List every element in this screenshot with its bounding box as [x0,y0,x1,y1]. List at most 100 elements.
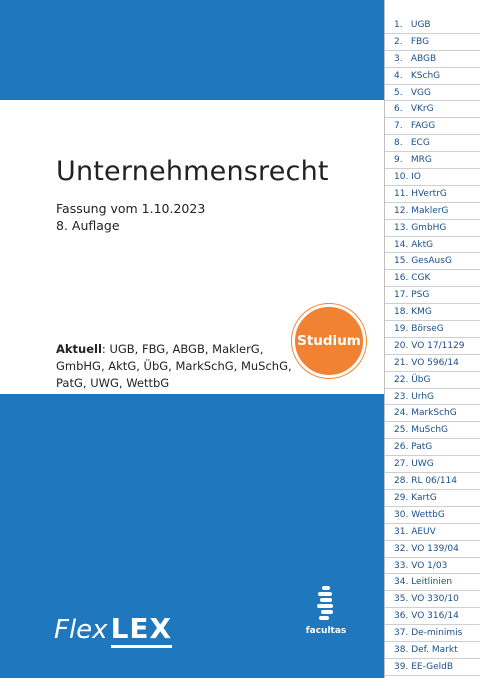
register-tab[interactable]: 28. RL 06/114 [385,473,480,490]
current-laws: Aktuell: UGB, FBG, ABGB, MaklerG, GmbHG,… [56,341,296,392]
tab-number: 4. [394,70,403,81]
tab-number: 27. [394,459,409,470]
tab-label: VO 330/10 [411,594,459,605]
tab-number: 18. [394,307,409,318]
tab-label: FBG [410,36,430,47]
tab-label: BörseG [411,324,444,335]
tab-number: 39. [394,661,409,672]
register-tab[interactable]: 21. VO 596/14 [385,355,480,372]
tab-label: ÜbG [411,374,431,385]
publisher-logo: facultas [296,586,356,636]
register-tab[interactable]: 33. VO 1/03 [385,558,480,575]
tab-label: KSchG [410,70,441,81]
tab-number: 32. [394,543,409,554]
tab-label: FAGG [410,121,436,132]
register-tab[interactable]: 5. VGG [385,85,480,102]
bottom-blue-band [0,394,384,678]
register-tab[interactable]: 14. AktG [385,237,480,254]
tab-number: 35. [394,594,409,605]
studium-badge: Studium [292,304,366,378]
tab-number: 6. [394,104,403,115]
register-tab[interactable]: 3. ABGB [385,51,480,68]
tab-number: 8. [394,138,403,149]
tab-number: 30. [394,509,409,520]
register-tab[interactable]: 34. Leitlinien [385,574,480,592]
tab-label: WettbG [411,509,445,520]
register-tab[interactable]: 29. KartG [385,490,480,507]
tab-number: 23. [394,391,409,402]
register-tab[interactable]: 36. VO 316/14 [385,608,480,626]
register-tabs: 1. UGB 2. FBG 3. ABGB 4. KSchG 5. VGG 6. VKrG… [384,0,480,678]
register-tab[interactable]: 23. UrhG [385,389,480,406]
register-tab[interactable]: 19. BörseG [385,321,480,338]
register-tab[interactable]: 11. HVertrG [385,186,480,203]
register-tab[interactable]: 16. CGK [385,270,480,288]
tab-number: 20. [394,340,409,351]
cover-front: Unternehmensrecht Fassung vom 1.10.2023 … [0,0,384,678]
register-tab[interactable]: 27. UWG [385,456,480,474]
register-tab[interactable]: 24. MarkSchG [385,405,480,423]
tab-label: MRG [410,155,432,166]
edition-info: Fassung vom 1.10.2023 8. Auflage [56,200,205,234]
register-tab[interactable]: 32. VO 139/04 [385,541,480,558]
tab-label: GesAusG [411,256,452,267]
tab-number: 10. [394,172,409,183]
register-tab[interactable]: 35. VO 330/10 [385,591,480,609]
tab-label: De-minimis [411,628,463,639]
tab-label: HVertrG [411,188,447,199]
tab-label: IO [411,172,421,183]
tab-label: VO 316/14 [411,611,459,622]
register-tab[interactable]: 12. MaklerG [385,203,480,220]
publisher-name: facultas [305,626,347,636]
register-tab[interactable]: 39. EE-GeldB [385,659,480,676]
tab-label: GmbHG [411,222,447,233]
tab-number: 29. [394,492,409,503]
register-tab[interactable]: 9. MRG [385,152,480,170]
tab-label: UGB [410,20,431,30]
register-tab[interactable]: 26. PatG [385,439,480,457]
logo-lex: LEX [110,612,173,648]
register-tab[interactable]: 20. VO 17/1129 [385,338,480,355]
register-tab[interactable]: 1. UGB [385,17,480,34]
tab-label: RL 06/114 [411,476,457,487]
register-tab[interactable]: 25. MuSchG [385,422,480,440]
register-tab[interactable]: 2. FBG [385,34,480,51]
register-tab[interactable]: 15. GesAusG [385,253,480,271]
tab-number: 12. [394,205,409,216]
tab-number: 26. [394,442,409,453]
book-title: Unternehmensrecht [56,156,329,187]
tab-label: AktG [411,239,434,250]
register-tab[interactable]: 7. FAGG [385,118,480,136]
tab-label: ECG [410,138,430,149]
tab-label: PatG [411,442,433,453]
tab-number: 36. [394,611,409,622]
tab-number: 28. [394,476,409,487]
register-tab[interactable]: 38. Def. Markt [385,642,480,659]
tab-number: 2. [394,36,403,47]
register-tab[interactable]: 10. IO [385,169,480,186]
register-tab[interactable]: 13. GmbHG [385,220,480,237]
version-date: Fassung vom 1.10.2023 [56,201,206,216]
tab-number: 37. [394,628,409,639]
tab-number: 21. [394,357,409,368]
tab-label: VO 139/04 [411,543,459,554]
register-tab[interactable]: 37. De-minimis [385,625,480,642]
register-tab[interactable]: 31. AEUV [385,524,480,541]
tab-label: KMG [411,307,432,318]
register-tab[interactable]: 30. WettbG [385,507,480,524]
register-tab[interactable]: 6. VKrG [385,101,480,119]
register-tab[interactable]: 17. PSG [385,287,480,305]
tab-number: 25. [394,425,409,436]
tab-label: MarkSchG [411,408,457,419]
tab-number: 16. [394,273,409,284]
register-tab[interactable]: 4. KSchG [385,68,480,85]
register-tab[interactable]: 22. ÜbG [385,372,480,389]
register-tab[interactable]: 18. KMG [385,304,480,322]
tab-number: 31. [394,526,409,537]
register-tab[interactable]: 8. ECG [385,135,480,153]
tab-number: 34. [394,577,409,588]
tab-label: VO 596/14 [411,357,459,368]
tab-label: CGK [411,273,431,284]
tab-number: 7. [394,121,403,132]
